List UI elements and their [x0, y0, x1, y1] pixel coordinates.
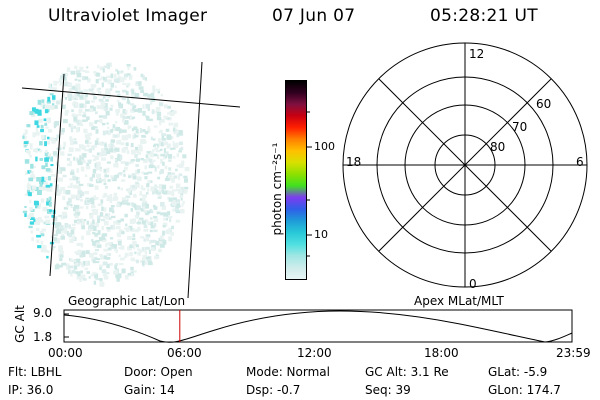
latitude-line: [21, 87, 241, 108]
mlat-label-80: 80: [490, 140, 506, 154]
longitude-line-west: [49, 73, 65, 277]
info-dsp: Dsp: -0.7: [246, 383, 301, 397]
instrument-title: Ultraviolet Imager: [48, 6, 208, 26]
colorbar-tick-100: 100: [314, 140, 335, 153]
polar-diagonal-2: [378, 78, 552, 252]
mlt-label-12: 12: [469, 47, 485, 61]
info-filter: Flt: LBHL: [8, 365, 62, 379]
mlt-label-6: 6: [576, 155, 584, 169]
time-tick-0600: 06:00: [167, 346, 202, 360]
mlat-label-60: 60: [536, 97, 552, 111]
time-tick-2359: 23:59: [556, 346, 591, 360]
info-glat: GLat: -5.9: [488, 365, 548, 379]
mlt-label-18: 18: [346, 155, 362, 169]
mlt-label-0: 0: [469, 277, 477, 291]
header-time: 05:28:21 UT: [430, 6, 538, 26]
polar-caption: Apex MLat/MLT: [414, 294, 504, 308]
mlat-label-70: 70: [512, 120, 528, 134]
info-door: Door: Open: [124, 365, 193, 379]
info-gain: Gain: 14: [124, 383, 175, 397]
header-date: 07 Jun 07: [272, 6, 356, 26]
altitude-curve: [63, 310, 573, 343]
colorbar-gradient: [286, 81, 306, 279]
time-tick-1800: 18:00: [424, 346, 459, 360]
info-ip: IP: 36.0: [8, 383, 54, 397]
colorbar: [285, 80, 307, 280]
info-glon: GLon: 174.7: [488, 383, 561, 397]
altitude-strip-frame: [63, 309, 573, 343]
info-seq: Seq: 39: [365, 383, 411, 397]
lat-lon-grid: [21, 61, 241, 299]
time-tick-0000: 00:00: [48, 346, 83, 360]
info-gc-alt: GC Alt: 3.1 Re: [365, 365, 449, 379]
info-mode: Mode: Normal: [246, 365, 330, 379]
auroral-emission-disk: [22, 62, 190, 287]
longitude-line-east: [187, 61, 203, 299]
altitude-tick-low: 1.8: [33, 330, 53, 344]
geographic-caption: Geographic Lat/Lon: [68, 294, 186, 308]
altitude-tick-high: 9.0: [33, 306, 53, 320]
time-tick-1200: 12:00: [297, 346, 332, 360]
colorbar-tick-10: 10: [314, 228, 328, 241]
